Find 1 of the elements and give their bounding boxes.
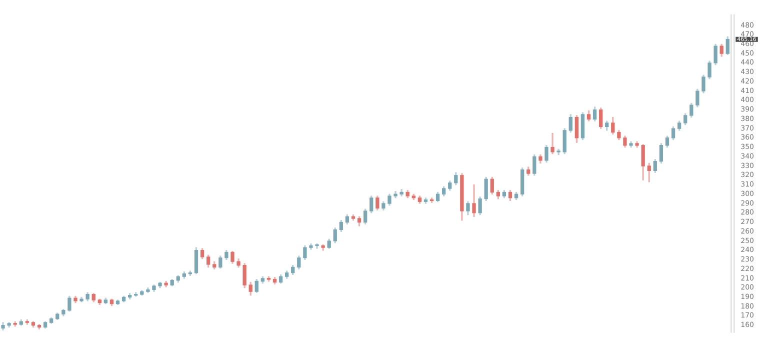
candlestick xyxy=(315,243,319,249)
